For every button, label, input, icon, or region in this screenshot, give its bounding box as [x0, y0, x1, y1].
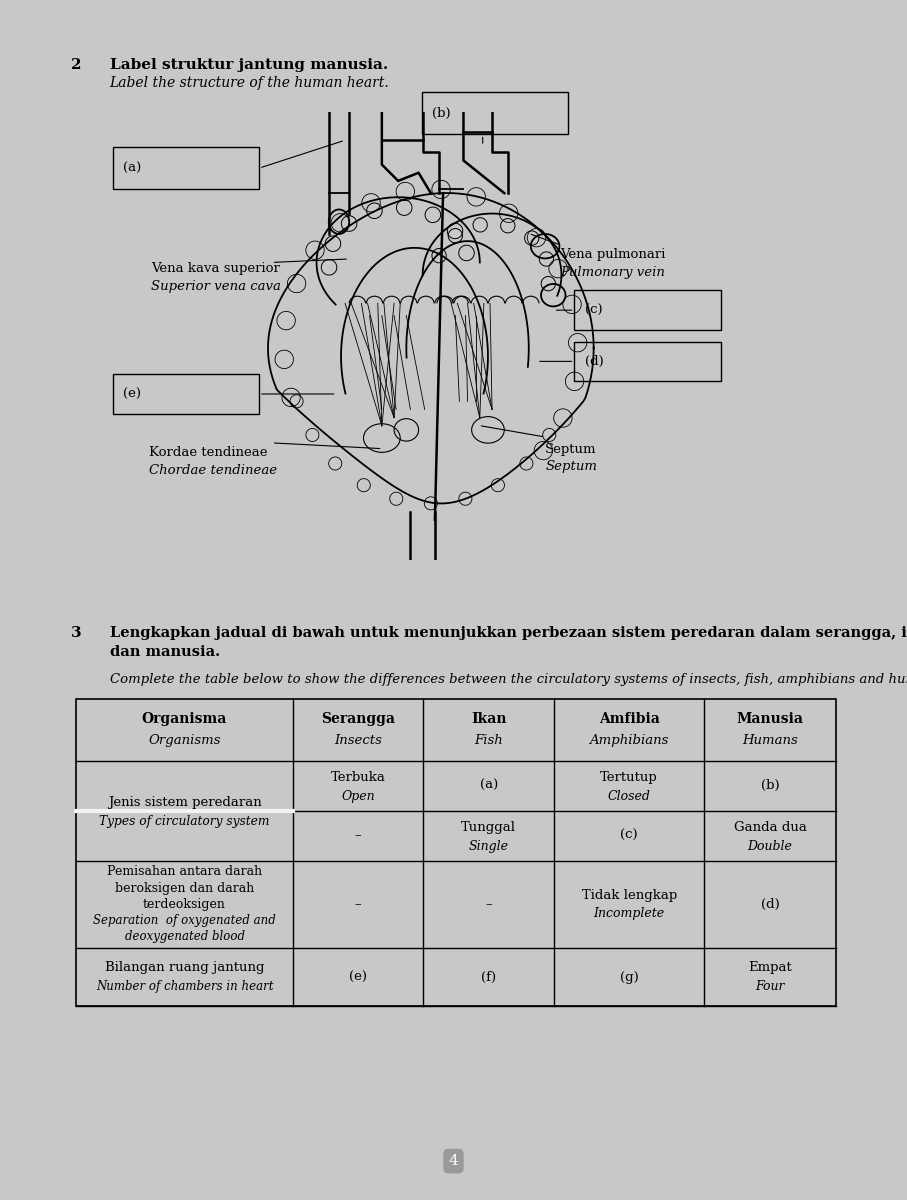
Text: –: – [485, 898, 492, 911]
Text: (e): (e) [349, 971, 367, 984]
Text: (a): (a) [123, 162, 141, 175]
Text: Amfibia: Amfibia [599, 713, 659, 726]
Text: Ganda dua: Ganda dua [734, 821, 806, 834]
Text: Tidak lengkap: Tidak lengkap [581, 888, 677, 901]
Text: Septum: Septum [545, 443, 597, 456]
Text: Amphibians: Amphibians [590, 733, 668, 746]
Text: Ikan: Ikan [471, 713, 506, 726]
Text: terdeoksigen: terdeoksigen [143, 898, 226, 911]
Text: Types of circulatory system: Types of circulatory system [99, 815, 269, 828]
Text: Single: Single [469, 840, 509, 853]
Text: (c): (c) [584, 304, 602, 317]
Text: Empat: Empat [748, 961, 792, 974]
Text: deoxygenated blood: deoxygenated blood [124, 930, 245, 943]
Text: Lengkapkan jadual di bawah untuk menunjukkan perbezaan sistem peredaran dalam se: Lengkapkan jadual di bawah untuk menunju… [110, 625, 907, 659]
Text: Four: Four [756, 980, 785, 992]
Text: Jenis sistem peredaran: Jenis sistem peredaran [108, 796, 261, 809]
Text: Serangga: Serangga [321, 713, 395, 726]
Text: Label struktur jantung manusia.: Label struktur jantung manusia. [110, 58, 388, 72]
Text: Double: Double [747, 840, 793, 853]
Text: Tertutup: Tertutup [600, 772, 658, 784]
Text: Separation  of oxygenated and: Separation of oxygenated and [93, 914, 276, 928]
Text: (b): (b) [761, 779, 779, 792]
Text: 3: 3 [72, 625, 82, 640]
Text: Closed: Closed [608, 790, 650, 803]
Text: (g): (g) [619, 971, 639, 984]
Text: (e): (e) [123, 388, 141, 401]
Text: (d): (d) [584, 355, 603, 368]
Text: Label the structure of the human heart.: Label the structure of the human heart. [110, 77, 389, 90]
Text: (b): (b) [432, 107, 451, 120]
Text: Organisms: Organisms [148, 733, 220, 746]
Text: Bilangan ruang jantung: Bilangan ruang jantung [105, 961, 264, 974]
Text: Pemisahan antara darah: Pemisahan antara darah [107, 865, 262, 878]
Text: Insects: Insects [334, 733, 382, 746]
Text: (c): (c) [620, 829, 638, 842]
Text: Incomplete: Incomplete [593, 907, 665, 920]
Text: Septum: Septum [545, 461, 598, 473]
Text: (d): (d) [761, 898, 779, 911]
Text: Chordae tendineae: Chordae tendineae [149, 464, 277, 476]
Text: beroksigen dan darah: beroksigen dan darah [115, 882, 254, 894]
Text: Vena kava superior: Vena kava superior [151, 263, 280, 276]
Text: Kordae tendineae: Kordae tendineae [149, 446, 268, 460]
Text: 2: 2 [72, 58, 82, 72]
Text: Pulmonary vein: Pulmonary vein [561, 266, 665, 278]
Text: Fish: Fish [474, 733, 503, 746]
Text: –: – [355, 829, 361, 842]
Text: Organisma: Organisma [141, 713, 228, 726]
Text: Open: Open [341, 790, 375, 803]
Text: (f): (f) [481, 971, 496, 984]
Text: –: – [355, 898, 361, 911]
Text: Tunggal: Tunggal [461, 821, 516, 834]
Text: Terbuka: Terbuka [331, 772, 385, 784]
Text: Manusia: Manusia [736, 713, 804, 726]
Text: (a): (a) [480, 779, 498, 792]
Text: Number of chambers in heart: Number of chambers in heart [96, 980, 273, 992]
Text: Vena pulmonari: Vena pulmonari [561, 248, 666, 262]
Text: Complete the table below to show the differences between the circulatory systems: Complete the table below to show the dif… [110, 673, 907, 686]
Text: Humans: Humans [742, 733, 798, 746]
Text: Superior vena cava: Superior vena cava [151, 280, 281, 293]
Text: 4: 4 [449, 1154, 458, 1168]
